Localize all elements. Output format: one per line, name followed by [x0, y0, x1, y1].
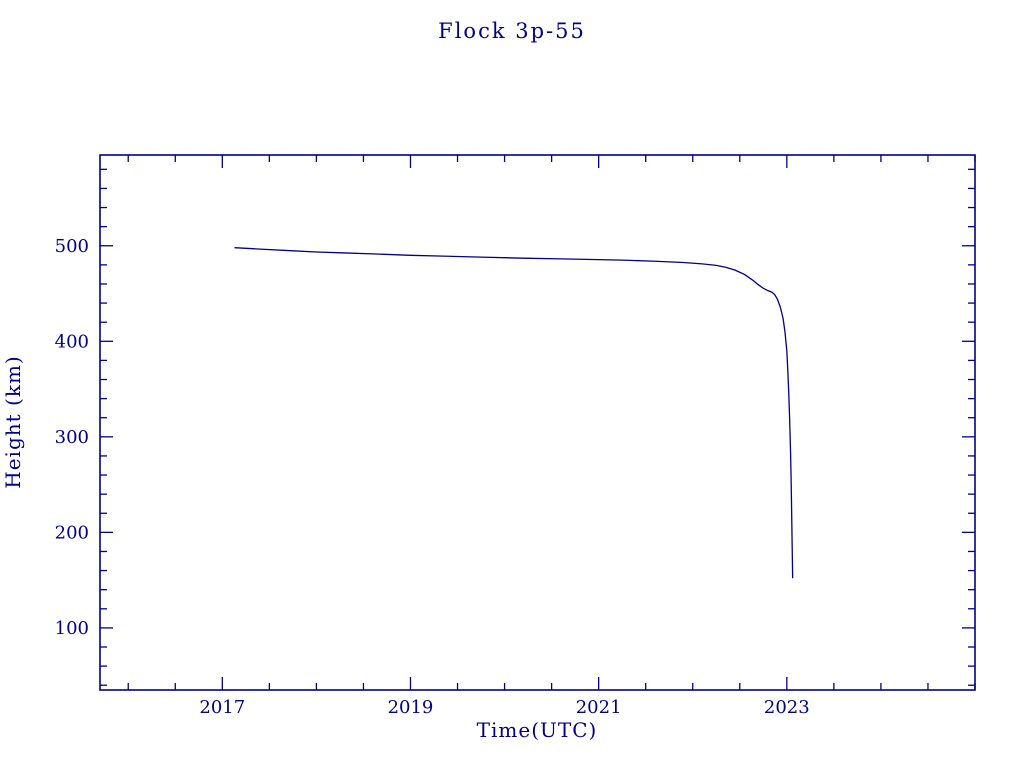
y-tick-label: 500 [55, 236, 89, 257]
x-tick-label: 2021 [576, 697, 622, 718]
plot-area: 2017 2019 2021 2023 100 200 300 400 500 [55, 154, 976, 718]
y-tick-label: 400 [55, 331, 89, 352]
y-axis-label: Height (km) [1, 355, 25, 488]
y-tick-label: 200 [55, 522, 89, 543]
x-tick-label: 2023 [764, 697, 810, 718]
y-tick-label: 300 [55, 427, 89, 448]
x-tick-label: 2019 [388, 697, 434, 718]
x-axis-label: Time(UTC) [477, 718, 598, 742]
chart-title: Flock 3p-55 [438, 19, 586, 43]
height-data-line [234, 247, 794, 579]
y-tick-label: 100 [55, 618, 89, 639]
x-tick-label: 2017 [199, 697, 245, 718]
plot-frame [99, 154, 976, 691]
